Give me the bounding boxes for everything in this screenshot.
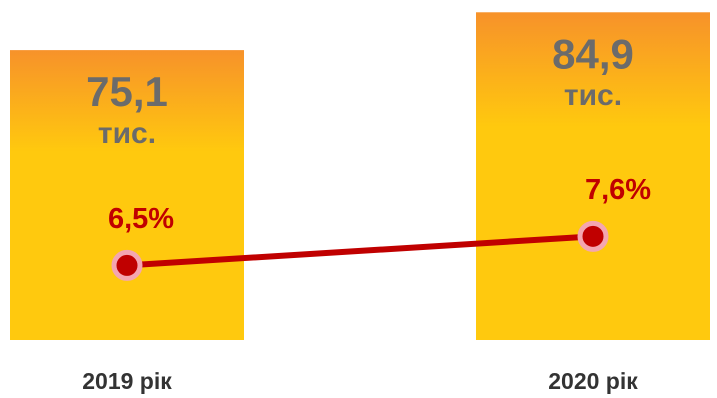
unit-label: тис. xyxy=(564,79,622,112)
line-value-label: 6,5% xyxy=(108,203,174,235)
category-label: 2019 рік xyxy=(82,368,172,394)
line-marker xyxy=(577,220,609,252)
bar xyxy=(476,12,710,340)
unit-label: тис. xyxy=(98,117,156,150)
value-label: 75,1 xyxy=(86,68,168,115)
line xyxy=(126,233,594,269)
line-value-label: 7,6% xyxy=(585,174,651,206)
category-label: 2020 рік xyxy=(548,368,638,394)
value-label: 84,9 xyxy=(552,30,634,77)
line-marker xyxy=(111,249,143,281)
bar xyxy=(10,50,244,340)
